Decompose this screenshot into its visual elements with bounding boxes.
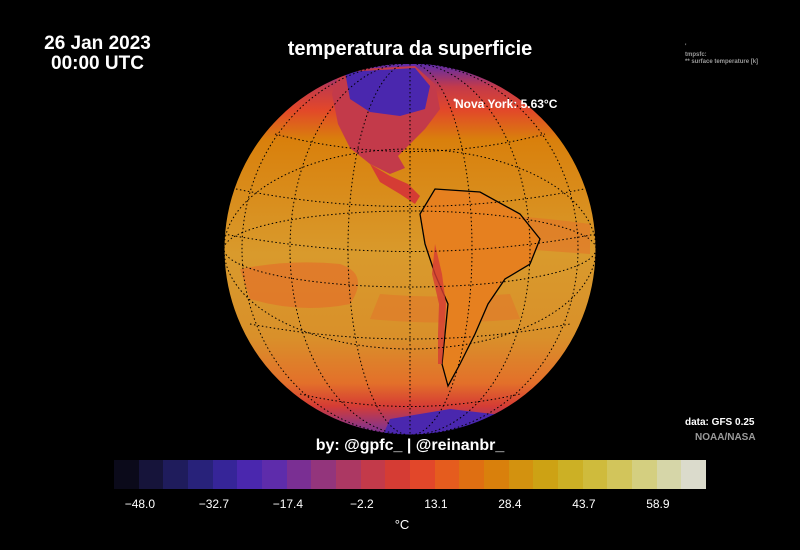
meta-variable: tmpsfc: (685, 52, 707, 58)
colorbar-tick-label: 13.1 (424, 497, 448, 511)
agency-label: NOAA/NASA (695, 432, 756, 443)
colorbar-segment (163, 460, 189, 489)
colorbar-segment (311, 460, 337, 489)
meta-line-1: ' (685, 44, 687, 50)
nyc-marker (453, 98, 457, 102)
colorbar-segment (484, 460, 509, 489)
colorbar-tick-label: −2.2 (350, 497, 374, 511)
colorbar-segment (237, 460, 263, 489)
colorbar-segment (459, 460, 485, 489)
colorbar-segment (582, 460, 608, 489)
city-temperature-label: Nova York: 5.63°C (455, 97, 558, 111)
colorbar-segment (212, 460, 238, 489)
data-source-label: data: GFS 0.25 (685, 417, 755, 428)
colorbar-segment (508, 460, 534, 489)
colorbar-segment (533, 460, 559, 489)
globe-map (223, 64, 597, 436)
colorbar-segment (632, 460, 657, 489)
colorbar-tick-label: 28.4 (498, 497, 522, 511)
colorbar-tick-label: 43.7 (572, 497, 596, 511)
colorbar-segment (385, 460, 411, 489)
meta-description: ** surface temperature [k] (685, 59, 759, 65)
colorbar-segment (681, 460, 707, 489)
ocean-warm-patch (240, 262, 358, 308)
colorbar-unit: °C (394, 517, 410, 532)
colorbar-tick-label: −32.7 (198, 497, 230, 511)
colorbar-ticks: −48.0 −32.7 −17.4 −2.2 13.1 28.4 43.7 58.9 (114, 497, 706, 513)
colorbar-segment (558, 460, 583, 489)
colorbar-tick-label: 58.9 (646, 497, 670, 511)
colorbar-segment (410, 460, 435, 489)
andes-cold-strip (432, 244, 446, 364)
colorbar (114, 460, 707, 489)
colorbar-segment (656, 460, 682, 489)
colorbar-segment (188, 460, 213, 489)
colorbar-segment (262, 460, 287, 489)
landmass-south-america (419, 188, 541, 388)
graticule (224, 64, 596, 435)
colorbar-tick-label: −17.4 (272, 497, 304, 511)
colorbar-tick-label: −48.0 (124, 497, 156, 511)
colorbar-segment (138, 460, 164, 489)
colorbar-segment (336, 460, 361, 489)
date-label: 26 Jan 2023 (44, 33, 151, 54)
colorbar-segment (114, 460, 139, 489)
colorbar-segment (360, 460, 386, 489)
credit-label: by: @gpfc_ | @reinanbr_ (315, 437, 505, 454)
landmass-central-america (370, 164, 420, 204)
colorbar-segment (607, 460, 633, 489)
colorbar-segment (286, 460, 312, 489)
cold-region-north-america (345, 68, 430, 116)
time-label: 00:00 UTC (51, 53, 144, 74)
map-title: temperatura da superficie (287, 38, 533, 60)
colorbar-segment (434, 460, 460, 489)
globe-outline (223, 64, 597, 436)
